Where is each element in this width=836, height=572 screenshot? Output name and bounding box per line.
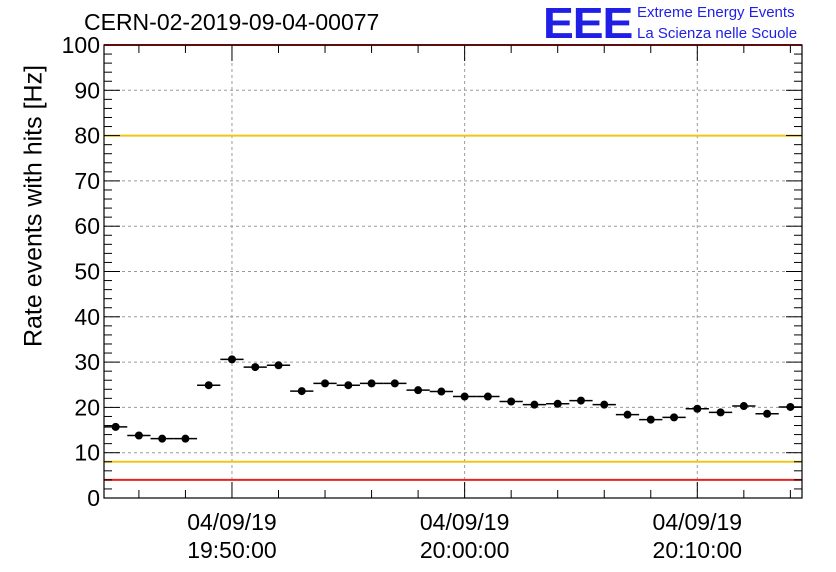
data-marker bbox=[530, 400, 539, 409]
data-points bbox=[104, 355, 802, 443]
y-axis-ticks: 0 10 20 30 40 50 60 70 80 90 100 bbox=[62, 32, 802, 511]
data-point bbox=[499, 397, 523, 406]
y-tick-label: 40 bbox=[74, 304, 100, 330]
data-marker bbox=[670, 413, 679, 422]
data-marker bbox=[483, 392, 492, 401]
logo-line-2: La Scienza nelle Scuole bbox=[637, 25, 798, 42]
data-marker bbox=[227, 355, 236, 364]
data-point bbox=[383, 379, 407, 388]
data-point bbox=[732, 402, 756, 411]
data-point bbox=[406, 386, 430, 395]
data-marker bbox=[181, 434, 190, 443]
data-marker bbox=[716, 408, 725, 417]
data-marker bbox=[321, 379, 330, 388]
data-point bbox=[662, 413, 686, 422]
data-point bbox=[592, 400, 616, 409]
data-marker bbox=[158, 434, 167, 443]
logo-mark: EEE bbox=[543, 0, 633, 48]
logo-line-1: Extreme Energy Events bbox=[637, 4, 795, 21]
data-marker bbox=[739, 402, 748, 411]
x-tick-date-label: 04/09/19 bbox=[653, 509, 743, 535]
data-marker bbox=[437, 387, 446, 396]
data-marker bbox=[600, 400, 609, 409]
data-marker bbox=[134, 431, 143, 440]
data-marker bbox=[460, 392, 469, 401]
data-point bbox=[266, 361, 291, 370]
data-marker bbox=[390, 379, 399, 388]
grid-lines bbox=[104, 45, 802, 498]
y-tick-label: 10 bbox=[74, 440, 100, 466]
data-marker bbox=[507, 397, 516, 406]
data-marker bbox=[344, 381, 353, 390]
y-tick-label: 50 bbox=[74, 259, 100, 285]
data-marker bbox=[763, 409, 772, 418]
data-marker bbox=[623, 410, 632, 419]
y-tick-label: 80 bbox=[74, 123, 100, 149]
chart-title: CERN-02-2019-09-04-00077 bbox=[84, 9, 380, 35]
x-tick-time-label: 20:00:00 bbox=[420, 537, 510, 563]
x-axis-ticks: 04/09/1919:50:0004/09/1920:00:0004/09/19… bbox=[138, 45, 791, 563]
data-point bbox=[685, 404, 709, 413]
y-tick-label: 0 bbox=[87, 485, 100, 511]
data-marker bbox=[297, 387, 306, 396]
x-tick-date-label: 04/09/19 bbox=[420, 509, 510, 535]
data-point bbox=[476, 392, 500, 401]
x-tick-time-label: 19:50:00 bbox=[187, 537, 277, 563]
y-tick-label: 30 bbox=[74, 349, 100, 375]
data-point bbox=[453, 392, 477, 401]
data-point bbox=[522, 400, 547, 409]
data-point bbox=[755, 409, 779, 418]
data-point bbox=[173, 434, 198, 443]
data-marker bbox=[251, 363, 260, 372]
data-point bbox=[639, 415, 663, 424]
data-point bbox=[104, 422, 128, 431]
data-point bbox=[429, 387, 453, 396]
data-marker bbox=[204, 381, 213, 390]
y-tick-label: 60 bbox=[74, 213, 100, 239]
data-point bbox=[243, 363, 267, 372]
data-point bbox=[615, 410, 640, 419]
data-point bbox=[336, 381, 360, 390]
data-marker bbox=[693, 404, 702, 413]
data-marker bbox=[553, 399, 562, 408]
data-point bbox=[220, 355, 244, 364]
data-marker bbox=[576, 396, 585, 405]
x-tick-time-label: 20:10:00 bbox=[653, 537, 743, 563]
y-tick-label: 100 bbox=[62, 32, 100, 58]
y-tick-label: 70 bbox=[74, 168, 100, 194]
data-point bbox=[708, 408, 733, 417]
x-tick-date-label: 04/09/19 bbox=[187, 509, 277, 535]
data-point bbox=[569, 396, 593, 405]
data-point bbox=[197, 381, 221, 390]
y-tick-label: 20 bbox=[74, 394, 100, 420]
data-point bbox=[290, 387, 314, 396]
data-marker bbox=[111, 422, 120, 431]
data-marker bbox=[274, 361, 283, 370]
y-tick-label: 90 bbox=[74, 77, 100, 103]
data-point bbox=[313, 379, 337, 388]
data-marker bbox=[646, 415, 655, 424]
data-marker bbox=[414, 386, 423, 395]
data-point bbox=[359, 379, 384, 388]
data-marker bbox=[367, 379, 376, 388]
data-point bbox=[150, 434, 174, 443]
data-point bbox=[127, 431, 151, 440]
y-axis-label: Rate events with hits [Hz] bbox=[19, 64, 48, 348]
data-point bbox=[546, 399, 570, 408]
